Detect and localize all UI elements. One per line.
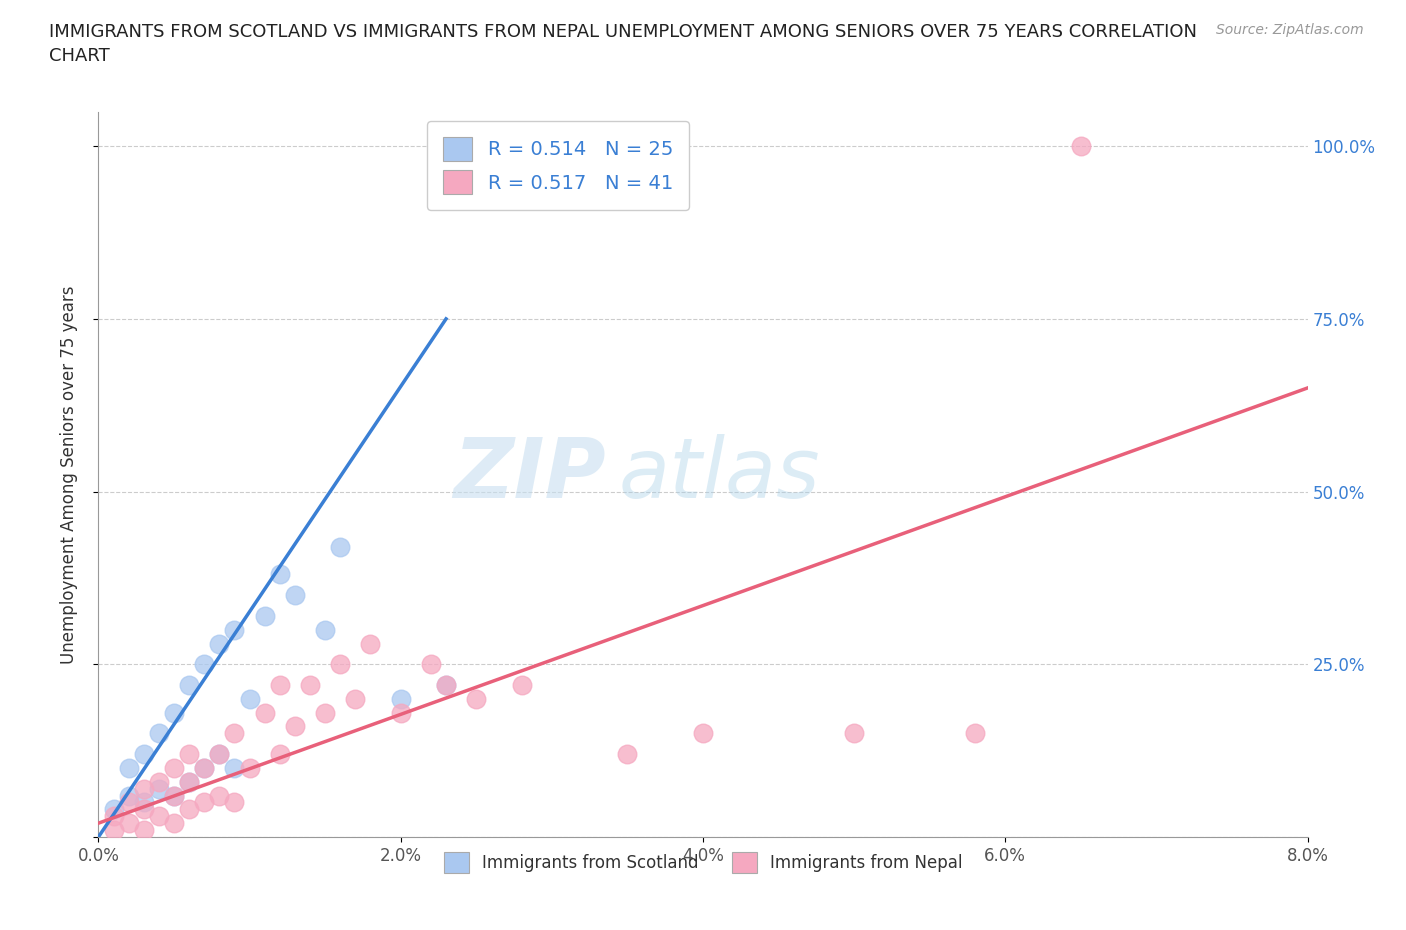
Point <box>269 567 291 582</box>
Point <box>103 802 125 817</box>
Point <box>389 705 412 720</box>
Text: atlas: atlas <box>619 433 820 515</box>
Point <box>163 705 186 720</box>
Point <box>132 823 155 838</box>
Point <box>118 788 141 803</box>
Point <box>314 622 336 637</box>
Point <box>179 747 201 762</box>
Point <box>208 788 231 803</box>
Point <box>360 636 382 651</box>
Text: Source: ZipAtlas.com: Source: ZipAtlas.com <box>1216 23 1364 37</box>
Point <box>148 809 170 824</box>
Point <box>163 816 186 830</box>
Point <box>163 761 186 776</box>
Point <box>284 588 307 603</box>
Point <box>269 678 291 693</box>
Point <box>208 636 231 651</box>
Text: ZIP: ZIP <box>454 433 606 515</box>
Point <box>420 657 443 671</box>
Point <box>692 726 714 741</box>
Point <box>329 657 352 671</box>
Point <box>179 775 201 790</box>
Point <box>224 726 246 741</box>
Point <box>132 802 155 817</box>
Point <box>253 608 276 623</box>
Point <box>844 726 866 741</box>
Point <box>132 795 155 810</box>
Point <box>193 795 215 810</box>
Point <box>224 795 246 810</box>
Point <box>224 761 246 776</box>
Point <box>465 691 488 706</box>
Point <box>269 747 291 762</box>
Point <box>179 678 201 693</box>
Point <box>118 795 141 810</box>
Point <box>148 775 170 790</box>
Point <box>118 816 141 830</box>
Point <box>103 823 125 838</box>
Point <box>344 691 367 706</box>
Point <box>103 809 125 824</box>
Point <box>208 747 231 762</box>
Point <box>284 719 307 734</box>
Point <box>132 781 155 796</box>
Point <box>965 726 987 741</box>
Point <box>616 747 638 762</box>
Legend: Immigrants from Scotland, Immigrants from Nepal: Immigrants from Scotland, Immigrants fro… <box>437 845 969 880</box>
Point <box>299 678 322 693</box>
Point <box>193 657 215 671</box>
Point <box>193 761 215 776</box>
Text: IMMIGRANTS FROM SCOTLAND VS IMMIGRANTS FROM NEPAL UNEMPLOYMENT AMONG SENIORS OVE: IMMIGRANTS FROM SCOTLAND VS IMMIGRANTS F… <box>49 23 1198 65</box>
Point <box>118 761 141 776</box>
Point <box>132 747 155 762</box>
Point <box>389 691 412 706</box>
Point <box>193 761 215 776</box>
Point <box>1070 139 1092 153</box>
Point <box>434 678 457 693</box>
Point <box>163 788 186 803</box>
Point <box>239 691 262 706</box>
Point <box>208 747 231 762</box>
Point <box>163 788 186 803</box>
Point <box>314 705 336 720</box>
Point <box>329 539 352 554</box>
Point <box>434 678 457 693</box>
Point <box>239 761 262 776</box>
Point <box>179 802 201 817</box>
Point <box>148 781 170 796</box>
Point <box>510 678 533 693</box>
Y-axis label: Unemployment Among Seniors over 75 years: Unemployment Among Seniors over 75 years <box>59 286 77 663</box>
Point <box>148 726 170 741</box>
Point <box>179 775 201 790</box>
Point <box>253 705 276 720</box>
Point <box>224 622 246 637</box>
